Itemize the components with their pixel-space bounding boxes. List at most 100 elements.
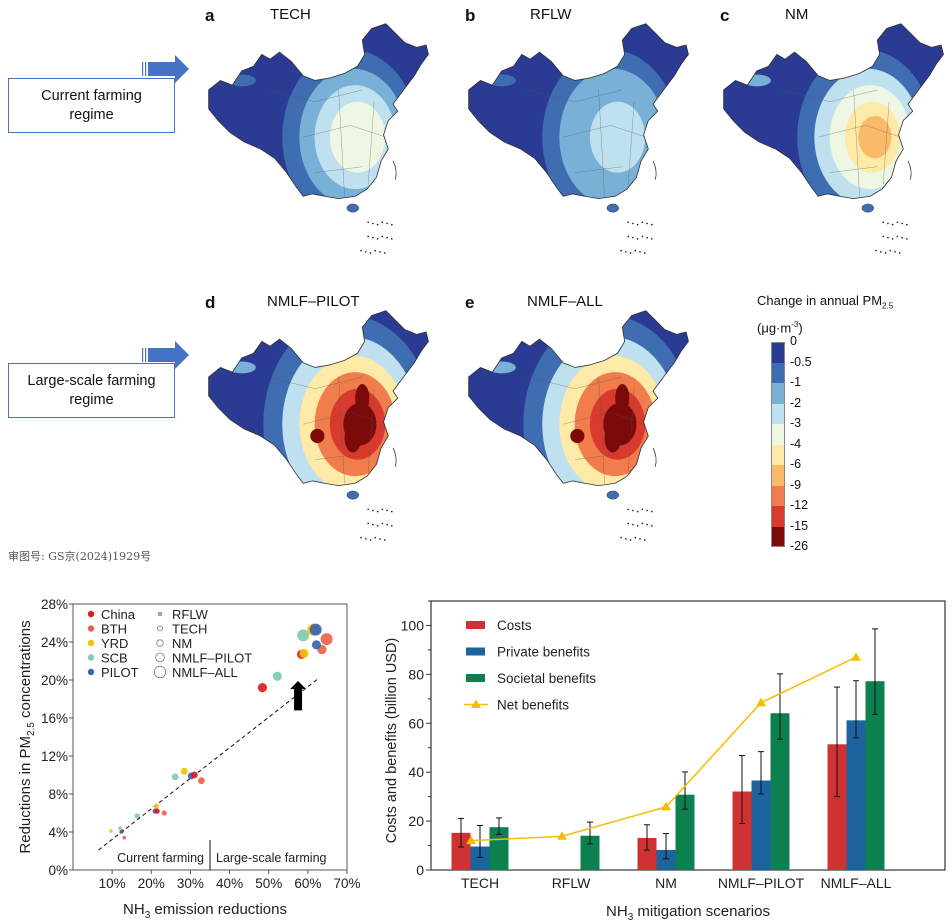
province-border	[314, 453, 363, 460]
current-regime-label: Current farming regime	[41, 87, 142, 123]
south-china-sea-island	[629, 539, 632, 541]
china-border	[468, 310, 689, 487]
map-pm25-band	[329, 101, 386, 173]
colorbar-tick-label: -9	[790, 477, 802, 492]
province-border	[338, 376, 345, 484]
province-border	[338, 89, 345, 197]
colorbar-swatch	[771, 383, 785, 404]
province-border	[563, 125, 646, 138]
south-china-sea-island	[879, 250, 882, 253]
legend-region-label: China	[101, 607, 136, 622]
south-china-sea-island	[882, 221, 885, 224]
south-china-sea-island	[620, 249, 622, 252]
south-china-sea-island	[390, 524, 393, 527]
large-scale-regime-arrow-icon	[142, 341, 189, 369]
fit-line	[98, 678, 318, 851]
scatter-point	[297, 629, 310, 642]
scatter-point	[311, 640, 322, 650]
south-china-sea-island	[636, 524, 639, 527]
colorbar-swatch	[771, 403, 785, 424]
south-china-sea-island	[634, 536, 637, 539]
scatter-point	[309, 623, 322, 636]
legend-region-marker	[87, 610, 95, 618]
legend-region-label: YRD	[101, 636, 128, 651]
scatter-point	[180, 767, 188, 775]
south-china-sea-island	[374, 249, 377, 252]
legend-region-marker	[87, 654, 95, 661]
colorbar-tick-label: -3	[790, 416, 802, 430]
china-pm25-map	[468, 310, 689, 541]
bar	[865, 681, 885, 870]
y-axis-label: Reductions in PM2.5 concentrations	[17, 620, 37, 853]
y-tick-label: 16%	[41, 711, 68, 726]
x-tick-label: NM	[655, 875, 677, 891]
map-panel-title: NM	[785, 6, 809, 23]
scatter-point	[109, 829, 113, 833]
bar	[827, 744, 847, 870]
south-china-sea-island	[636, 223, 639, 226]
south-china-sea-island	[390, 223, 393, 226]
y-tick-label: 80	[408, 666, 424, 682]
south-china-sea-island	[383, 539, 386, 541]
province-border	[627, 388, 635, 472]
y-tick-label: 60	[408, 715, 424, 731]
x-tick-label: 70%	[333, 876, 360, 891]
legend-region-marker	[87, 625, 95, 632]
south-china-sea-island	[367, 235, 370, 238]
china-pm25-map	[723, 23, 944, 254]
south-china-sea-island	[901, 236, 903, 239]
south-china-sea-island	[905, 223, 908, 226]
bar	[656, 849, 676, 870]
x-tick-label: 10%	[99, 876, 126, 891]
net-benefits-marker	[851, 652, 861, 661]
taiwan-outline	[392, 160, 397, 180]
south-china-sea-island	[386, 236, 388, 239]
taiwan-outline	[907, 160, 912, 180]
colorbar-tick-label: -0.5	[790, 354, 812, 369]
colorbar-tick-label: -26	[790, 539, 809, 553]
china-border	[208, 310, 429, 487]
south-china-sea-island	[376, 510, 379, 513]
bar	[580, 835, 600, 870]
south-china-sea-island	[632, 236, 634, 239]
legend-scenario-label: NM	[172, 636, 192, 651]
south-china-sea-island	[390, 510, 393, 513]
map-pm25-band	[858, 115, 892, 159]
south-china-sea-island	[369, 252, 372, 254]
china-border	[208, 23, 429, 200]
y-axis-label: Costs and benefits (billion USD)	[384, 638, 400, 844]
scatter-point	[171, 773, 179, 781]
south-china-sea-island	[875, 249, 877, 252]
scatter-point	[320, 633, 333, 646]
province-border	[882, 101, 890, 185]
south-china-sea-island	[369, 539, 372, 541]
x-tick-label: RFLW	[552, 875, 591, 891]
province-border	[818, 125, 901, 138]
current-regime-box: Current farming regime	[8, 78, 175, 133]
south-china-sea-island	[379, 250, 381, 253]
legend-scenario-marker	[157, 625, 163, 632]
x-tick-label: 20%	[138, 876, 165, 891]
y-tick-label: 24%	[41, 635, 68, 650]
south-china-sea-island	[641, 235, 644, 238]
legend-swatch	[466, 621, 485, 629]
taiwan-outline	[392, 447, 397, 467]
map-approval-number: 审图号: GS京(2024)1929号	[8, 550, 152, 563]
province-border	[367, 388, 375, 472]
south-china-sea-island	[632, 523, 634, 526]
scatter-point	[153, 803, 159, 809]
south-china-sea-island	[620, 536, 622, 539]
south-china-sea-island	[364, 537, 367, 540]
south-china-sea-island	[650, 237, 653, 240]
upward-arrow-icon	[290, 680, 307, 711]
colorbar-swatch	[771, 506, 785, 527]
south-china-sea-island	[898, 252, 901, 254]
south-china-sea-island	[891, 223, 894, 226]
province-border	[527, 89, 623, 102]
y-tick-label: 20%	[41, 673, 68, 688]
legend-triangle-icon	[471, 699, 481, 708]
colorbar-tick-label: -1	[790, 375, 802, 389]
map-pm25-band	[589, 101, 646, 173]
province-border	[527, 376, 623, 389]
